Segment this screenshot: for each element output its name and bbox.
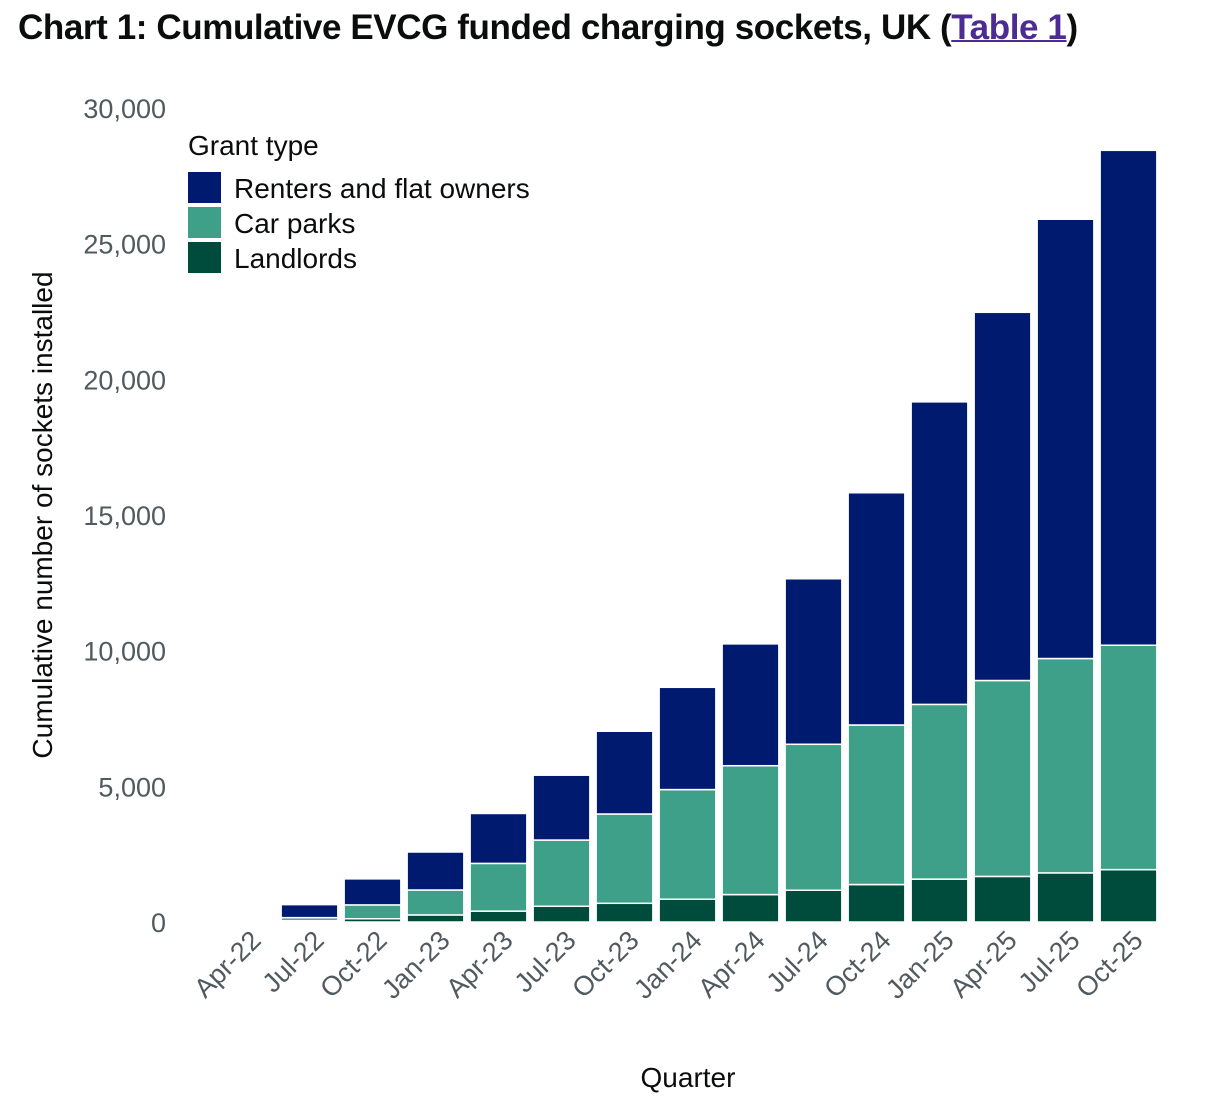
bar-landlords-jul-23: [532, 905, 591, 923]
bar-car-parks-oct-24: [847, 724, 906, 886]
legend-swatch-landlords: [188, 242, 221, 273]
bar-renters-and-flat-owners-jul-25: [1036, 218, 1095, 660]
bar-renters-and-flat-owners-oct-24: [847, 492, 906, 726]
bar-renters-and-flat-owners-oct-25: [1099, 149, 1158, 646]
bar-landlords-jan-24: [658, 898, 717, 923]
chart-title: Chart 1: Cumulative EVCG funded charging…: [18, 8, 1078, 48]
bar-renters-and-flat-owners-jul-23: [532, 774, 591, 841]
bar-renters-and-flat-owners-jul-24: [784, 578, 843, 746]
bar-car-parks-jan-23: [406, 889, 465, 916]
bar-car-parks-jul-25: [1036, 657, 1095, 874]
x-axis-title: Quarter: [641, 1062, 736, 1093]
chart-title-suffix: ): [1066, 8, 1079, 47]
bar-car-parks-jan-25: [910, 703, 969, 880]
x-tick-label: Jan-25: [880, 925, 960, 1005]
bar-landlords-jul-24: [784, 889, 843, 923]
y-tick-label: 20,000: [83, 365, 166, 395]
bar-renters-and-flat-owners-jan-24: [658, 686, 717, 791]
bar-landlords-oct-23: [595, 902, 654, 923]
bar-landlords-oct-24: [847, 883, 906, 923]
bar-car-parks-apr-23: [469, 862, 528, 912]
bar-landlords-apr-23: [469, 910, 528, 923]
x-axis-ticks: Apr-22Jul-22Oct-22Jan-23Apr-23Jul-23Oct-…: [188, 925, 1149, 1005]
bar-renters-and-flat-owners-jan-23: [406, 851, 465, 891]
bar-car-parks-jan-24: [658, 788, 717, 900]
y-axis-ticks: 0 5,000 10,000 15,000 20,000 25,000 30,000: [83, 94, 166, 938]
legend-label-car-parks: Car parks: [234, 208, 355, 239]
legend-swatch-renters-and-flat-owners: [188, 172, 221, 203]
y-tick-label: 30,000: [83, 94, 166, 124]
bar-renters-and-flat-owners-jan-25: [910, 401, 969, 706]
y-tick-label: 5,000: [98, 772, 166, 802]
bar-car-parks-apr-25: [973, 679, 1032, 878]
y-tick-label: 10,000: [83, 637, 166, 667]
chart-title-text: Chart 1: Cumulative EVCG funded charging…: [18, 8, 952, 47]
bar-renters-and-flat-owners-oct-23: [595, 730, 654, 815]
legend-swatch-car-parks: [188, 207, 221, 238]
legend-label-renters-and-flat-owners: Renters and flat owners: [234, 173, 530, 204]
bars-group: [217, 149, 1158, 923]
x-tick-label: Oct-24: [818, 925, 897, 1004]
y-tick-label: 25,000: [83, 230, 166, 260]
bar-landlords-apr-24: [721, 893, 780, 923]
x-tick-label: Apr-22: [188, 925, 267, 1004]
x-tick-label: Oct-22: [314, 925, 393, 1004]
bar-car-parks-oct-25: [1099, 644, 1158, 871]
x-tick-label: Jan-24: [628, 925, 708, 1005]
x-tick-label: Jan-23: [376, 925, 456, 1005]
bar-car-parks-oct-23: [595, 813, 654, 905]
bar-landlords-oct-25: [1099, 868, 1158, 923]
bar-car-parks-jul-23: [532, 839, 591, 908]
y-tick-label: 0: [151, 908, 166, 938]
legend: Grant type Renters and flat owners Car pa…: [188, 130, 530, 274]
y-axis-title: Cumulative number of sockets installed: [27, 271, 58, 758]
bar-renters-and-flat-owners-apr-23: [469, 812, 528, 865]
y-tick-label: 15,000: [83, 501, 166, 531]
bar-renters-and-flat-owners-apr-25: [973, 311, 1032, 682]
bar-renters-and-flat-owners-apr-24: [721, 643, 780, 767]
x-tick-label: Oct-25: [1070, 925, 1149, 1004]
x-tick-label: Apr-25: [944, 925, 1023, 1004]
bar-renters-and-flat-owners-jul-22: [280, 903, 339, 919]
bar-landlords-jul-25: [1036, 872, 1095, 923]
bar-car-parks-jul-24: [784, 743, 843, 892]
bar-landlords-jan-23: [406, 914, 465, 923]
bar-landlords-jan-25: [910, 878, 969, 923]
x-tick-label: Apr-23: [440, 925, 519, 1004]
legend-title: Grant type: [188, 130, 319, 161]
table-1-link[interactable]: Table 1: [951, 8, 1067, 47]
bar-landlords-apr-25: [973, 875, 1032, 923]
x-tick-label: Oct-23: [566, 925, 645, 1004]
legend-label-landlords: Landlords: [234, 243, 357, 274]
bar-renters-and-flat-owners-oct-22: [343, 878, 402, 906]
bar-car-parks-apr-24: [721, 764, 780, 896]
bar-car-parks-oct-22: [343, 904, 402, 920]
x-tick-label: Apr-24: [692, 925, 771, 1004]
